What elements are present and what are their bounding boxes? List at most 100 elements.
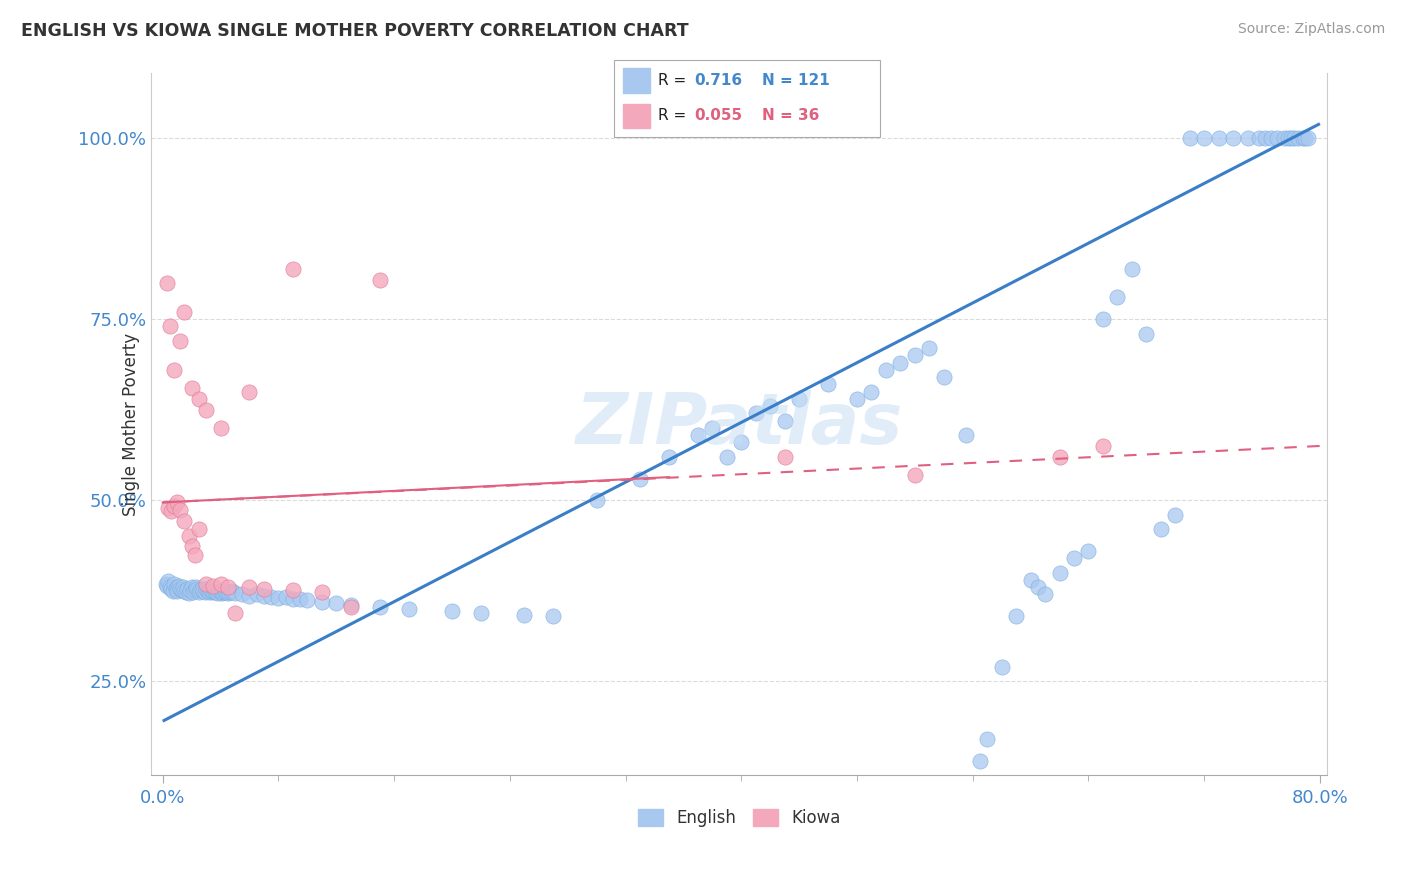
Point bbox=[585, 493, 607, 508]
Point bbox=[1277, 131, 1299, 145]
Point bbox=[860, 384, 883, 399]
Point bbox=[156, 579, 179, 593]
Point bbox=[181, 584, 204, 599]
Point bbox=[658, 450, 681, 464]
Point bbox=[202, 579, 225, 593]
Point bbox=[889, 356, 911, 370]
Point bbox=[218, 584, 240, 599]
Point bbox=[470, 606, 492, 620]
Point bbox=[180, 580, 202, 594]
Point bbox=[1208, 131, 1230, 145]
Point bbox=[160, 504, 183, 518]
Point bbox=[246, 587, 269, 601]
Point bbox=[177, 529, 200, 543]
Point bbox=[157, 574, 180, 589]
Point bbox=[1272, 131, 1295, 145]
Legend: English, Kiowa: English, Kiowa bbox=[631, 803, 846, 834]
Point bbox=[176, 582, 198, 596]
Point bbox=[955, 428, 977, 442]
Y-axis label: Single Mother Poverty: Single Mother Poverty bbox=[122, 333, 141, 516]
Point bbox=[187, 584, 209, 599]
Point bbox=[156, 276, 179, 290]
Point bbox=[260, 591, 283, 605]
Bar bbox=[623, 103, 650, 128]
Text: ENGLISH VS KIOWA SINGLE MOTHER POVERTY CORRELATION CHART: ENGLISH VS KIOWA SINGLE MOTHER POVERTY C… bbox=[21, 22, 689, 40]
Point bbox=[162, 583, 184, 598]
Point bbox=[155, 576, 177, 591]
Point bbox=[513, 607, 536, 622]
Point bbox=[167, 579, 190, 593]
Point bbox=[160, 582, 183, 596]
Point bbox=[202, 583, 225, 598]
Text: ZIPatlas: ZIPatlas bbox=[575, 390, 903, 458]
Point bbox=[1282, 131, 1305, 145]
Point bbox=[159, 580, 181, 594]
Point bbox=[904, 467, 927, 482]
Point bbox=[932, 370, 955, 384]
Point bbox=[1121, 261, 1143, 276]
Point bbox=[311, 595, 333, 609]
Point bbox=[281, 261, 304, 276]
Point bbox=[702, 421, 724, 435]
Text: Source: ZipAtlas.com: Source: ZipAtlas.com bbox=[1237, 22, 1385, 37]
Point bbox=[209, 585, 232, 599]
Point bbox=[1294, 131, 1316, 145]
Point bbox=[224, 586, 246, 600]
Point bbox=[1019, 573, 1042, 587]
Point bbox=[214, 585, 236, 599]
Point bbox=[1026, 580, 1049, 594]
Point bbox=[157, 500, 180, 515]
Point bbox=[339, 600, 361, 615]
Point bbox=[183, 548, 205, 562]
Text: R =: R = bbox=[658, 73, 686, 88]
Point bbox=[253, 589, 276, 603]
Point bbox=[1091, 312, 1114, 326]
Point bbox=[180, 539, 202, 553]
Point bbox=[163, 363, 186, 377]
Point bbox=[1265, 131, 1288, 145]
Point bbox=[1178, 131, 1201, 145]
Point bbox=[180, 381, 202, 395]
Point bbox=[198, 584, 221, 599]
Point bbox=[759, 399, 782, 413]
Point bbox=[1063, 551, 1085, 566]
Point bbox=[368, 600, 391, 615]
Point bbox=[628, 471, 651, 485]
Point bbox=[969, 754, 991, 768]
Point bbox=[177, 586, 200, 600]
Point bbox=[163, 576, 186, 591]
Point bbox=[197, 583, 219, 598]
Point bbox=[173, 583, 195, 598]
Point bbox=[311, 584, 333, 599]
Point bbox=[990, 660, 1012, 674]
Point bbox=[1279, 131, 1302, 145]
Point bbox=[190, 582, 212, 596]
Point bbox=[1150, 522, 1173, 536]
Point bbox=[1049, 450, 1071, 464]
Point bbox=[918, 341, 941, 355]
Point bbox=[159, 319, 181, 334]
Text: R =: R = bbox=[658, 108, 686, 123]
Point bbox=[193, 583, 215, 598]
Point bbox=[204, 585, 226, 599]
Point bbox=[440, 604, 463, 618]
Point bbox=[543, 609, 565, 624]
Bar bbox=[623, 69, 650, 93]
Text: 0.716: 0.716 bbox=[695, 73, 742, 88]
Point bbox=[186, 582, 208, 597]
Text: N = 121: N = 121 bbox=[762, 73, 830, 88]
Point bbox=[846, 392, 869, 406]
Point bbox=[163, 499, 186, 513]
Point bbox=[166, 583, 188, 598]
Point bbox=[183, 583, 205, 598]
Point bbox=[212, 584, 235, 599]
Point bbox=[1164, 508, 1187, 522]
Point bbox=[195, 582, 218, 596]
Point bbox=[169, 334, 191, 348]
Point bbox=[904, 348, 927, 362]
Point bbox=[325, 596, 347, 610]
Point bbox=[1135, 326, 1157, 341]
Point bbox=[169, 582, 191, 596]
Point bbox=[1286, 131, 1309, 145]
Point bbox=[194, 584, 217, 599]
